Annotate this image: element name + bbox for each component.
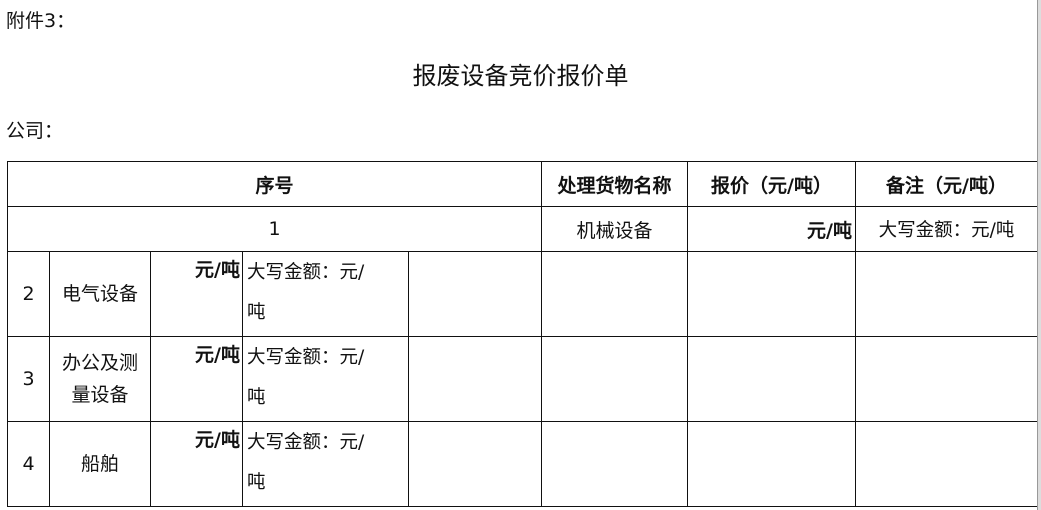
row-remark-line1: 大写金额：元/ [247,347,365,368]
row-remark-line1: 大写金额：元/ [247,262,365,283]
row-remark-line2: 吨 [247,302,266,323]
row-price-cell [687,251,856,337]
attachment-label: 附件3： [6,10,76,32]
row-remark-line1: 大写金额：元/ [247,432,365,453]
row-price-cell [687,421,856,507]
row-price-cell [687,336,856,422]
row-remark-cell [855,336,1038,422]
row1-price-unit: 元/吨 [687,206,856,252]
header-goods-name: 处理货物名称 [541,161,688,207]
row-price-unit: 元/吨 [150,251,243,337]
row-goods-cell [541,251,688,337]
row1-remark: 大写金额：元/吨 [855,206,1038,252]
row-name: 电气设备 [49,251,151,337]
row-name: 办公及测量设备 [49,336,151,422]
row-remark-line2: 吨 [247,472,266,493]
page-edge [1037,0,1041,510]
header-remark: 备注（元/吨） [855,161,1038,207]
row1-name: 机械设备 [541,206,688,252]
row-serial: 2 [7,251,50,337]
header-serial: 序号 [7,161,542,207]
row-empty-cell [408,421,542,507]
row-price-unit: 元/吨 [150,336,243,422]
row1-serial: 1 [7,206,542,252]
row-empty-cell [408,251,542,337]
row-name: 船舶 [49,421,151,507]
row-remark-cell [855,251,1038,337]
row-goods-cell [541,336,688,422]
page-title: 报废设备竞价报价单 [412,62,629,90]
row-goods-cell [541,421,688,507]
row-serial: 4 [7,421,50,507]
row-remark-line2: 吨 [247,387,266,408]
row-remark-cell [855,421,1038,507]
company-label: 公司： [6,120,64,142]
row-serial: 3 [7,336,50,422]
row-empty-cell [408,336,542,422]
row-price-unit: 元/吨 [150,421,243,507]
header-price: 报价（元/吨） [687,161,856,207]
